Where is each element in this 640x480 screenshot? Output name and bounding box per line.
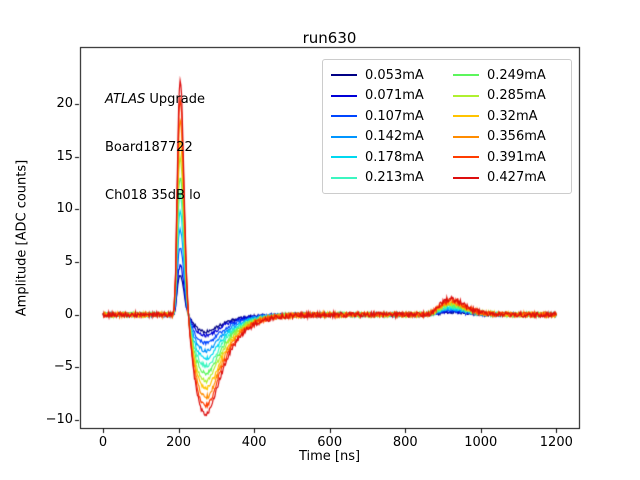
x-tick-label: 0 xyxy=(98,435,108,450)
legend-line-swatch xyxy=(453,94,479,97)
x-axis-label: Time [ns] xyxy=(298,449,361,464)
legend-line-swatch xyxy=(331,135,357,138)
legend-label: 0.213mA xyxy=(365,170,424,186)
legend-column: 0.249mA 0.285mA 0.32mA 0.356mA 0.391mA 0.427m… xyxy=(453,65,563,188)
legend-label: 0.32mA xyxy=(487,108,538,124)
legend-label: 0.071mA xyxy=(365,88,424,104)
legend-entry: 0.053mA xyxy=(331,65,441,86)
legend-label: 0.427mA xyxy=(487,170,546,186)
annotation-upgrade: Upgrade xyxy=(145,92,205,107)
legend-line-swatch xyxy=(453,156,479,159)
legend-entry: 0.249mA xyxy=(453,65,563,86)
y-axis-label: Amplitude [ADC counts] xyxy=(14,159,30,317)
x-tick-label: 400 xyxy=(241,435,267,450)
y-tick-label: 15 xyxy=(56,148,73,164)
legend-entry: 0.285mA xyxy=(453,86,563,107)
legend-label: 0.285mA xyxy=(487,88,546,104)
y-tick-label: 0 xyxy=(64,306,73,322)
legend-entry: 0.071mA xyxy=(331,86,441,107)
legend-line-swatch xyxy=(331,74,357,77)
legend-entry: 0.356mA xyxy=(453,127,563,148)
legend-label: 0.053mA xyxy=(365,67,424,83)
legend-label: 0.142mA xyxy=(365,129,424,145)
chart-title: run630 xyxy=(302,29,357,47)
x-tick-label: 1200 xyxy=(539,435,573,450)
x-tick-label: 200 xyxy=(166,435,191,450)
legend-entry: 0.213mA xyxy=(331,168,441,189)
legend-line-swatch xyxy=(453,74,479,77)
legend-entry: 0.391mA xyxy=(453,147,563,168)
legend-line-swatch xyxy=(331,176,357,179)
x-tick-label: 1000 xyxy=(464,435,498,450)
x-tick-label: 600 xyxy=(317,435,343,450)
x-tick-label: 800 xyxy=(392,435,418,450)
legend-label: 0.178mA xyxy=(365,149,424,165)
legend-line-swatch xyxy=(331,94,357,97)
legend-entry: 0.142mA xyxy=(331,127,441,148)
y-tick-label: 5 xyxy=(64,253,73,269)
legend-label: 0.356mA xyxy=(487,129,546,145)
legend-column: 0.053mA 0.071mA 0.107mA 0.142mA 0.178mA 0.213… xyxy=(331,65,441,188)
legend-label: 0.107mA xyxy=(365,108,424,124)
annotation-text: ATLAS Upgrade Board187722 Ch018 35dB lo xyxy=(105,60,205,236)
annotation-line-1: ATLAS Upgrade xyxy=(105,92,205,108)
annotation-atlas: ATLAS xyxy=(105,92,146,107)
y-tick-label: 20 xyxy=(56,95,73,111)
legend-label: 0.391mA xyxy=(487,149,546,165)
legend: 0.053mA 0.071mA 0.107mA 0.142mA 0.178mA 0.213… xyxy=(322,59,572,194)
legend-entry: 0.178mA xyxy=(331,147,441,168)
legend-line-swatch xyxy=(331,115,357,118)
y-tick-label: −5 xyxy=(53,359,73,375)
legend-label: 0.249mA xyxy=(487,67,546,83)
legend-entry: 0.32mA xyxy=(453,106,563,127)
legend-entry: 0.427mA xyxy=(453,168,563,189)
y-tick-label: 10 xyxy=(56,201,73,217)
legend-line-swatch xyxy=(453,176,479,179)
y-tick-label: −10 xyxy=(45,411,73,427)
annotation-line-2: Board187722 xyxy=(105,140,193,155)
legend-line-swatch xyxy=(453,115,479,118)
legend-line-swatch xyxy=(453,135,479,138)
legend-entry: 0.107mA xyxy=(331,106,441,127)
annotation-line-3: Ch018 35dB lo xyxy=(105,188,201,203)
legend-line-swatch xyxy=(331,156,357,159)
